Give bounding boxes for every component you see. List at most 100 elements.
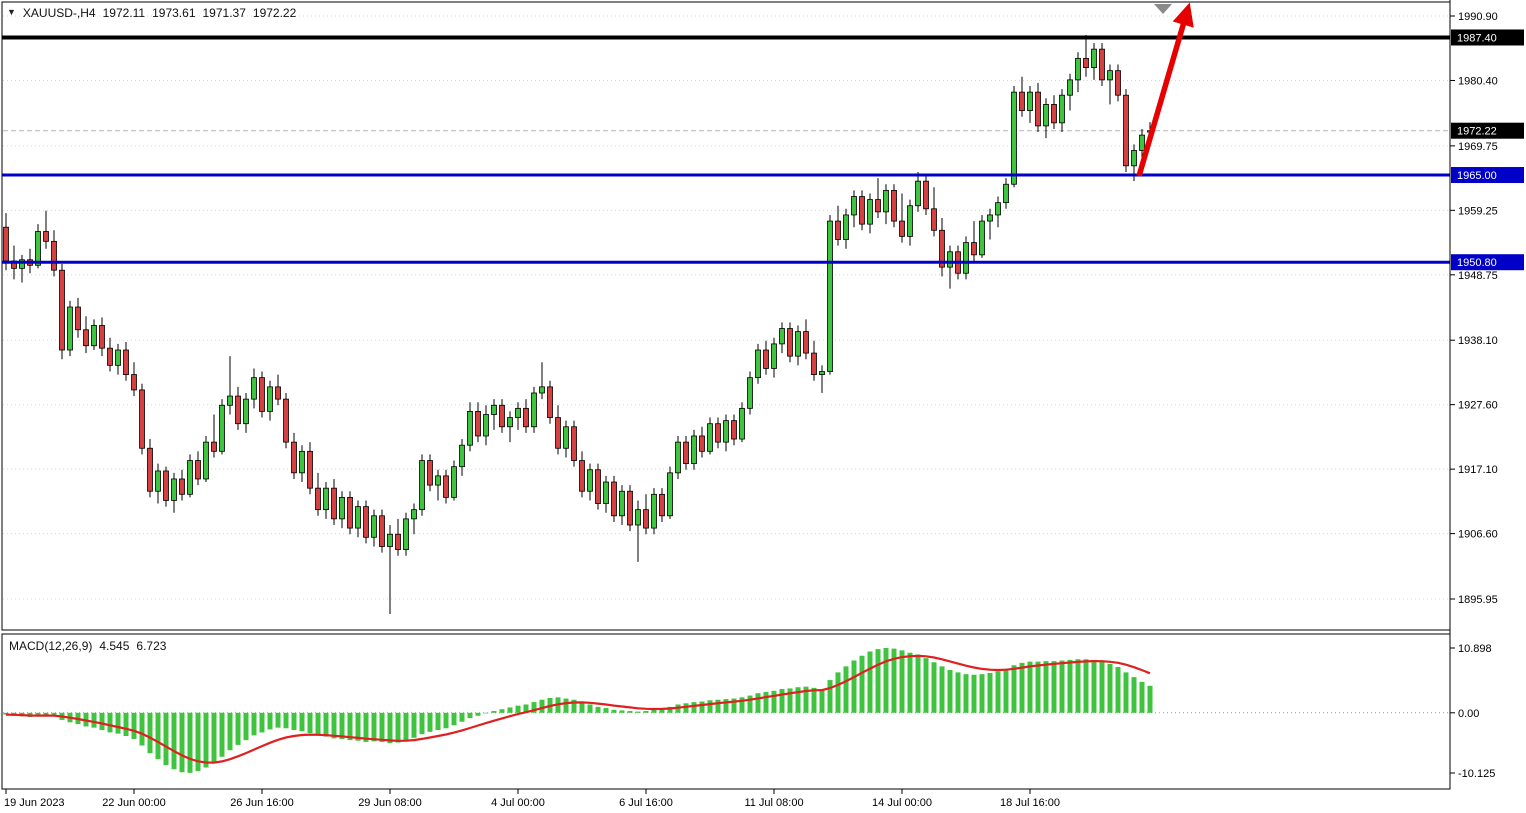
- bull-candle: [267, 386, 273, 412]
- bear-candle: [763, 349, 769, 369]
- bull-candle: [851, 196, 857, 216]
- bear-candle: [939, 229, 945, 268]
- price-tick-label: 1927.60: [1458, 400, 1498, 412]
- bull-candle: [339, 496, 345, 520]
- bear-candle: [627, 490, 633, 526]
- trend-arrow[interactable]: [1136, 2, 1194, 177]
- bull-candle: [115, 349, 121, 366]
- bear-candle: [611, 481, 617, 517]
- bear-candle: [211, 441, 217, 452]
- bear-candle: [307, 450, 313, 489]
- chart-shift-marker-icon[interactable]: [1154, 4, 1172, 14]
- bull-candle: [635, 509, 641, 526]
- price-tick-label: 1980.40: [1458, 75, 1498, 87]
- bull-candle: [739, 407, 745, 440]
- bull-candle: [819, 371, 825, 375]
- bear-candle: [163, 470, 169, 501]
- price-tick-label: 1917.10: [1458, 464, 1498, 476]
- time-tick-label: 11 Jul 08:00: [744, 797, 803, 809]
- bear-candle: [179, 478, 185, 495]
- price-tick-label: 1990.90: [1458, 11, 1498, 23]
- macd-axis[interactable]: 10.898 0.00 -10.125: [1450, 643, 1495, 780]
- price-tick-label: 1959.25: [1458, 205, 1498, 217]
- bull-candle: [155, 470, 161, 492]
- bear-candle: [379, 515, 385, 547]
- bull-candle: [251, 377, 257, 400]
- bear-candle: [123, 349, 129, 375]
- bull-candle: [1011, 91, 1017, 185]
- bear-candle: [275, 386, 281, 400]
- price-badge: [1451, 29, 1524, 46]
- bear-candle: [579, 460, 585, 492]
- bear-candle: [875, 199, 881, 213]
- bear-candle: [139, 389, 145, 449]
- bear-candle: [499, 404, 505, 428]
- bull-candle: [435, 475, 441, 486]
- bull-candle: [203, 441, 209, 480]
- time-tick-label: 22 Jun 00:00: [102, 797, 166, 809]
- bull-candle: [451, 466, 457, 498]
- bear-candle: [1115, 70, 1121, 96]
- bear-candle: [523, 407, 529, 428]
- time-tick-label: 19 Jun 2023: [4, 797, 65, 809]
- bear-candle: [859, 196, 865, 225]
- price-tick-label: 1895.95: [1458, 594, 1498, 606]
- macd-tick-label: -10.125: [1458, 768, 1495, 780]
- bull-candle: [779, 328, 785, 345]
- bull-candle: [483, 414, 489, 437]
- bull-candle: [691, 435, 697, 465]
- bull-candle: [563, 426, 569, 449]
- bull-candle: [219, 404, 225, 452]
- main-chart-panel[interactable]: [1, 1, 1451, 631]
- time-tick-label: 6 Jul 16:00: [619, 797, 673, 809]
- bull-candle: [171, 478, 177, 501]
- bull-candle: [419, 460, 425, 511]
- bear-candle: [395, 533, 401, 550]
- price-badge-label: 1950.80: [1457, 257, 1497, 269]
- bear-candle: [555, 417, 561, 449]
- bear-candle: [427, 460, 433, 486]
- bear-candle: [547, 386, 553, 418]
- macd-histogram: [3, 647, 1153, 773]
- bear-candle: [699, 435, 705, 452]
- bear-candle: [259, 377, 265, 412]
- bull-candle: [587, 469, 593, 492]
- bear-candle: [595, 469, 601, 504]
- bear-candle: [803, 331, 809, 354]
- bear-candle: [1035, 91, 1041, 127]
- bull-candle: [355, 506, 361, 529]
- bear-candle: [347, 496, 353, 529]
- bear-candle: [75, 306, 81, 331]
- bull-candle: [467, 411, 473, 446]
- bull-candle: [667, 472, 673, 517]
- bear-candle: [283, 398, 289, 443]
- bear-candle: [43, 231, 49, 242]
- time-axis[interactable]: 19 Jun 2023 22 Jun 00:00 26 Jun 16:00 29 Ju…: [4, 789, 1060, 809]
- bear-candle: [443, 475, 449, 498]
- bull-candle: [883, 189, 889, 213]
- bull-candle: [539, 386, 545, 394]
- bull-candle: [1131, 150, 1137, 167]
- bull-candle: [707, 423, 713, 452]
- bull-candle: [91, 325, 97, 347]
- bear-candle: [475, 411, 481, 437]
- bull-candle: [1043, 104, 1049, 127]
- bull-candle: [907, 205, 913, 237]
- price-axis[interactable]: 1990.90 1980.40 1969.75 1959.25 1948.75 1938.…: [1450, 11, 1524, 606]
- bull-candle: [403, 518, 409, 550]
- bear-candle: [1051, 104, 1057, 124]
- bear-candle: [1083, 57, 1089, 68]
- bull-candle: [1027, 91, 1033, 111]
- bull-candle: [459, 444, 465, 468]
- bear-candle: [891, 189, 897, 222]
- price-badge-label: 1972.22: [1457, 126, 1497, 138]
- time-tick-label: 26 Jun 16:00: [230, 797, 294, 809]
- bull-candle: [187, 460, 193, 495]
- bull-candle: [651, 493, 657, 529]
- bull-candle: [603, 481, 609, 504]
- bear-candle: [835, 220, 841, 240]
- bull-candle: [387, 533, 393, 547]
- bear-candle: [51, 240, 57, 271]
